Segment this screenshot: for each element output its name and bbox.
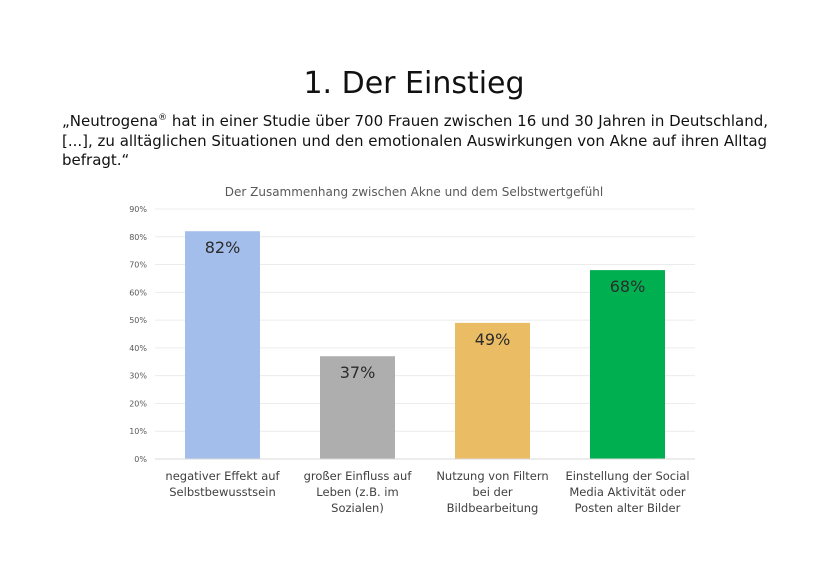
registered-mark: ®: [158, 113, 168, 123]
y-tick-label: 80%: [129, 233, 147, 242]
category-label-line: Media Aktivität oder: [569, 485, 686, 499]
data-label: 37%: [340, 363, 376, 382]
category-label-line: großer Einfluss auf: [304, 469, 413, 483]
bar: [320, 356, 395, 459]
category-label-line: Einstellung der Social: [565, 469, 689, 483]
category-label-line: Bildbearbeitung: [447, 501, 539, 515]
y-tick-label: 10%: [129, 427, 147, 436]
category-label-line: Selbstbewusstsein: [169, 485, 275, 499]
category-label-line: Posten alter Bilder: [575, 501, 681, 515]
y-tick-label: 90%: [129, 205, 147, 214]
y-tick-label: 30%: [129, 372, 147, 381]
y-tick-label: 20%: [129, 399, 147, 408]
data-label: 49%: [475, 330, 511, 349]
bar: [455, 322, 530, 459]
bar: [185, 231, 260, 459]
category-label-line: Leben (z.B. im: [316, 485, 398, 499]
bar: [590, 270, 665, 459]
y-tick-label: 0%: [134, 455, 147, 464]
category-label-line: Sozialen): [331, 501, 384, 515]
y-tick-label: 70%: [129, 261, 147, 270]
y-tick-label: 40%: [129, 344, 147, 353]
category-label-line: bei der: [472, 485, 513, 499]
data-label: 82%: [205, 238, 241, 257]
y-tick-label: 60%: [129, 288, 147, 297]
category-label-line: negativer Effekt auf: [165, 469, 280, 483]
category-label: Nutzung von Filtern bei der Bildbearbeitun…: [436, 469, 548, 515]
category-label-line: Nutzung von Filtern: [436, 469, 548, 483]
y-tick-label: 50%: [129, 316, 147, 325]
chart-title: Der Zusammenhang zwischen Akne und dem S…: [225, 185, 604, 199]
data-label: 68%: [610, 277, 646, 296]
category-label: Einstellung der Social Media Aktivität od…: [565, 469, 689, 515]
category-label: negativer Effekt auf Selbstbewusstsein: [165, 469, 280, 499]
quote-text-start: „Neutrogena: [62, 112, 159, 130]
intro-quote: „Neutrogena® hat in einer Studie über 70…: [62, 112, 782, 171]
slide-title: 1. Der Einstieg: [303, 66, 525, 101]
category-label: großer Einfluss auf Leben (z.B. im Soziale…: [304, 469, 413, 515]
quote-text-rest: hat in einer Studie über 700 Frauen zwis…: [62, 112, 768, 169]
